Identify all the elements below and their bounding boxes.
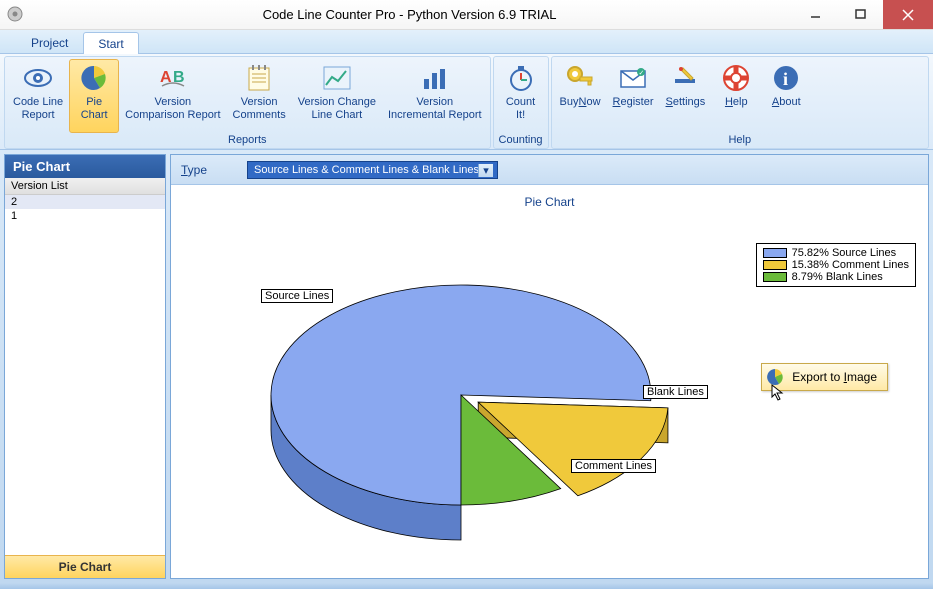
version-comments-label: Version Comments bbox=[233, 96, 286, 121]
line-chart-icon bbox=[321, 62, 353, 94]
about-label: About bbox=[772, 96, 801, 109]
sidebar: Pie Chart Version List 2 1 Pie Chart bbox=[4, 154, 166, 579]
lifebuoy-icon bbox=[720, 62, 752, 94]
version-change-line-label: Version Change Line Chart bbox=[298, 96, 376, 121]
legend-row: 75.82% Source Lines bbox=[763, 247, 909, 259]
version-change-line-button[interactable]: Version Change Line Chart bbox=[292, 59, 382, 133]
register-button[interactable]: ✓ Register bbox=[607, 59, 660, 133]
version-list[interactable]: 2 1 bbox=[5, 195, 165, 555]
envelope-icon: ✓ bbox=[617, 62, 649, 94]
ribbon-group-counting-label: Counting bbox=[496, 133, 546, 148]
ribbon-group-help: BuyNow ✓ Register Settings Help i About … bbox=[551, 56, 929, 149]
notepad-icon bbox=[243, 62, 275, 94]
count-it-label: Count It! bbox=[506, 96, 535, 121]
version-comparison-label: Version Comparison Report bbox=[125, 96, 220, 121]
ribbon-group-reports: Code Line Report Pie Chart A B Version C… bbox=[4, 56, 491, 149]
code-line-report-button[interactable]: Code Line Report bbox=[7, 59, 69, 133]
settings-button[interactable]: Settings bbox=[660, 59, 712, 133]
pie-chart-svg bbox=[221, 225, 701, 565]
chart-title: Pie Chart bbox=[171, 185, 928, 209]
window-buttons bbox=[793, 0, 933, 29]
slice-label-blank: Blank Lines bbox=[643, 385, 708, 399]
cursor-icon bbox=[770, 383, 788, 406]
app-icon bbox=[6, 5, 26, 25]
settings-icon bbox=[669, 62, 701, 94]
version-row[interactable]: 2 bbox=[5, 195, 165, 209]
ribbon-group-reports-label: Reports bbox=[7, 133, 488, 148]
legend-row: 8.79% Blank Lines bbox=[763, 271, 909, 283]
info-icon: i bbox=[770, 62, 802, 94]
version-incremental-label: Version Incremental Report bbox=[388, 96, 482, 121]
tab-project[interactable]: Project bbox=[16, 31, 83, 53]
buy-now-label: BuyNow bbox=[560, 96, 601, 109]
version-incremental-button[interactable]: Version Incremental Report bbox=[382, 59, 488, 133]
sidebar-footer[interactable]: Pie Chart bbox=[5, 555, 165, 578]
type-row: Type Source Lines & Comment Lines & Blan… bbox=[171, 155, 928, 185]
titlebar: Code Line Counter Pro - Python Version 6… bbox=[0, 0, 933, 30]
ribbon-group-help-label: Help bbox=[554, 133, 926, 148]
pie-chart-button[interactable]: Pie Chart bbox=[69, 59, 119, 133]
main-area: Pie Chart Version List 2 1 Pie Chart Typ… bbox=[0, 150, 933, 583]
version-comparison-button[interactable]: A B Version Comparison Report bbox=[119, 59, 226, 133]
export-label: Export to Image bbox=[792, 370, 877, 384]
settings-label: Settings bbox=[666, 96, 706, 109]
pie-chart-label: Pie Chart bbox=[81, 96, 108, 121]
legend-text: 75.82% Source Lines bbox=[792, 247, 897, 259]
bar-chart-icon bbox=[419, 62, 451, 94]
pie-chart-icon bbox=[78, 62, 110, 94]
count-it-button[interactable]: Count It! bbox=[496, 59, 546, 133]
chart-area: Pie Chart Source Lines Comment Lines Bla… bbox=[171, 185, 928, 578]
slice-label-comment: Comment Lines bbox=[571, 459, 656, 473]
about-button[interactable]: i About bbox=[761, 59, 811, 133]
version-list-header: Version List bbox=[5, 178, 165, 195]
legend-swatch bbox=[763, 248, 787, 258]
close-button[interactable] bbox=[883, 0, 933, 29]
legend-text: 15.38% Comment Lines bbox=[792, 259, 909, 271]
maximize-button[interactable] bbox=[838, 0, 883, 29]
compare-icon: A B bbox=[157, 62, 189, 94]
sidebar-title: Pie Chart bbox=[5, 155, 165, 178]
help-label: Help bbox=[725, 96, 748, 109]
legend-swatch bbox=[763, 272, 787, 282]
eye-icon bbox=[22, 62, 54, 94]
svg-text:i: i bbox=[783, 69, 788, 89]
legend-text: 8.79% Blank Lines bbox=[792, 271, 883, 283]
content-pane: Type Source Lines & Comment Lines & Blan… bbox=[170, 154, 929, 579]
tab-row: Project Start bbox=[0, 30, 933, 54]
type-combobox[interactable]: Source Lines & Comment Lines & Blank Lin… bbox=[247, 161, 498, 179]
help-button[interactable]: Help bbox=[711, 59, 761, 133]
legend-swatch bbox=[763, 260, 787, 270]
key-icon bbox=[564, 62, 596, 94]
register-label: Register bbox=[613, 96, 654, 109]
stopwatch-icon bbox=[505, 62, 537, 94]
version-comments-button[interactable]: Version Comments bbox=[227, 59, 292, 133]
slice-label-source: Source Lines bbox=[261, 289, 333, 303]
ribbon-group-counting: Count It! Counting bbox=[493, 56, 549, 149]
minimize-button[interactable] bbox=[793, 0, 838, 29]
legend-row: 15.38% Comment Lines bbox=[763, 259, 909, 271]
version-row[interactable]: 1 bbox=[5, 209, 165, 223]
buy-now-button[interactable]: BuyNow bbox=[554, 59, 607, 133]
code-line-report-label: Code Line Report bbox=[13, 96, 63, 121]
legend: 75.82% Source Lines 15.38% Comment Lines… bbox=[756, 243, 916, 287]
type-label: Type bbox=[181, 163, 207, 177]
bottom-border bbox=[0, 583, 933, 589]
window-title: Code Line Counter Pro - Python Version 6… bbox=[26, 7, 793, 22]
svg-text:✓: ✓ bbox=[639, 70, 645, 77]
ribbon: Code Line Report Pie Chart A B Version C… bbox=[0, 54, 933, 150]
tab-start[interactable]: Start bbox=[83, 32, 138, 54]
